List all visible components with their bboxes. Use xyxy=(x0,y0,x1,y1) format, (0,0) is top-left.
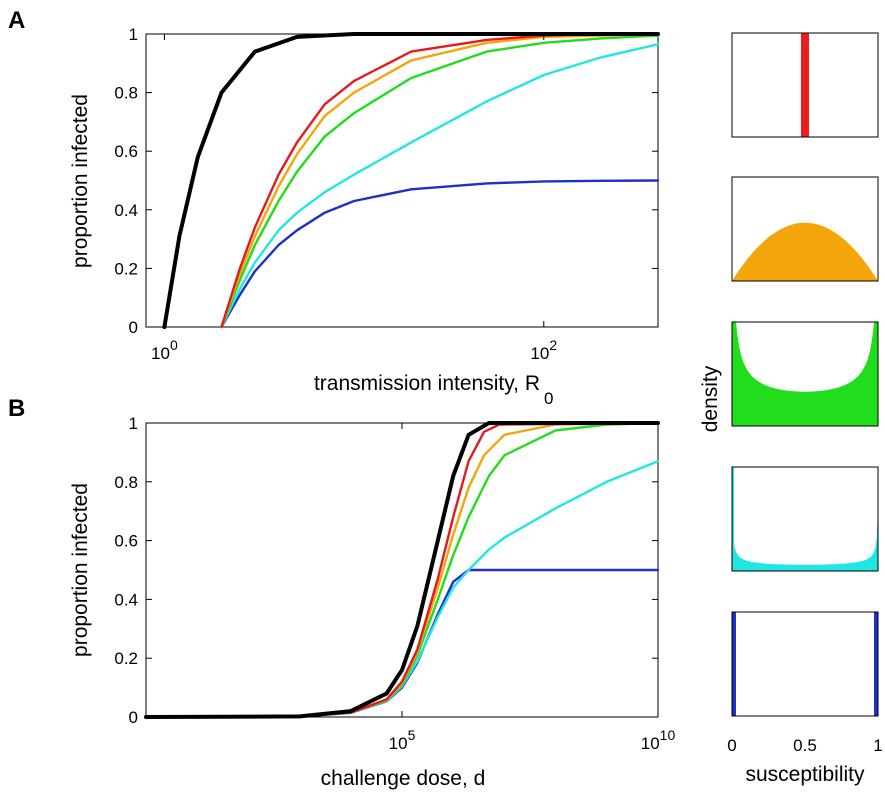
chart-a-y-tick-label: 0 xyxy=(129,318,138,337)
chart-a-series-line-4 xyxy=(220,34,660,329)
chart-b-series-line-5 xyxy=(144,460,660,719)
chart-a-x-label-subscript: 0 xyxy=(544,389,553,408)
density-panel-3 xyxy=(731,321,879,427)
density-panel-frame xyxy=(731,611,879,717)
density-panel-5 xyxy=(731,611,879,717)
density-x-tick-label: 1 xyxy=(873,736,882,755)
density-panel-1 xyxy=(731,32,879,138)
density-spike xyxy=(801,33,809,137)
density-spike xyxy=(874,612,878,716)
density-panel-group xyxy=(731,32,879,717)
density-panel-4 xyxy=(731,466,879,572)
chart-b-y-tick-label: 0.2 xyxy=(114,649,138,668)
density-panel-frame xyxy=(731,176,879,282)
chart-b-x-label: challenge dose, d xyxy=(321,767,486,790)
density-y-label: density xyxy=(699,365,722,432)
chart-a-series-group xyxy=(162,32,660,329)
chart-a-series-line-5 xyxy=(220,43,660,329)
density-x-tick-label: 0.5 xyxy=(793,736,817,755)
density-x-label: susceptibility xyxy=(745,763,865,786)
chart-a-x-ticks: 100 102 xyxy=(151,34,557,363)
chart-b-y-tick-label: 0.8 xyxy=(114,473,138,492)
chart-a-y-tick-label: 0.8 xyxy=(114,84,138,103)
chart-a-y-tick-label: 0.6 xyxy=(114,142,138,161)
density-area xyxy=(732,322,878,426)
density-area xyxy=(732,467,878,571)
chart-b-y-tick-label: 0.6 xyxy=(114,532,138,551)
density-panels: 0 0.5 1 density susceptibility xyxy=(699,32,883,786)
chart-a-x-label: transmission intensity, R xyxy=(314,372,540,395)
chart-a-y-tick-label: 0.2 xyxy=(114,259,138,278)
chart-a: 0 0.2 0.4 0.6 0.8 1 100 102 proportion infecte… xyxy=(69,25,660,408)
density-panel-frame xyxy=(731,32,879,138)
density-x-tick-label: 0 xyxy=(727,736,736,755)
panel-letter-b: B xyxy=(8,395,25,422)
chart-b-series-line-6 xyxy=(144,568,660,719)
chart-a-series-line-1 xyxy=(162,32,660,329)
chart-a-y-ticks: 0 0.2 0.4 0.6 0.8 1 xyxy=(114,25,658,337)
chart-a-x-tick-label: 100 xyxy=(151,337,178,363)
density-panel-frame xyxy=(731,466,879,572)
density-edge xyxy=(732,322,734,426)
density-area xyxy=(732,222,878,281)
chart-b-x-ticks: 105 1010 xyxy=(389,423,676,753)
density-edge xyxy=(732,467,734,571)
chart-a-series-line-3 xyxy=(220,32,660,329)
chart-b-y-tick-label: 0.4 xyxy=(114,590,138,609)
density-spike xyxy=(732,612,736,716)
chart-a-y-tick-label: 0.4 xyxy=(114,201,138,220)
chart-b: 0 0.2 0.4 0.6 0.8 1 105 1010 proportion infect… xyxy=(69,414,675,790)
density-panel-frame xyxy=(731,321,879,427)
chart-a-y-label: proportion infected xyxy=(69,94,92,268)
chart-b-series-line-1 xyxy=(144,421,660,719)
density-panel-2 xyxy=(731,176,879,282)
chart-b-x-tick-label: 105 xyxy=(389,727,416,753)
chart-b-y-tick-label: 0 xyxy=(129,708,138,727)
chart-a-y-tick-label: 1 xyxy=(129,25,138,44)
chart-b-series-group xyxy=(144,421,660,719)
density-x-ticks: 0 0.5 1 xyxy=(727,736,882,755)
chart-b-y-ticks: 0 0.2 0.4 0.6 0.8 1 xyxy=(114,414,658,727)
chart-b-y-tick-label: 1 xyxy=(129,414,138,433)
chart-a-x-tick-label: 102 xyxy=(530,337,557,363)
chart-b-x-tick-label: 1010 xyxy=(641,727,676,753)
panel-letter-a: A xyxy=(8,7,25,34)
chart-b-y-label: proportion infected xyxy=(69,483,92,657)
chart-a-series-line-6 xyxy=(220,179,660,329)
